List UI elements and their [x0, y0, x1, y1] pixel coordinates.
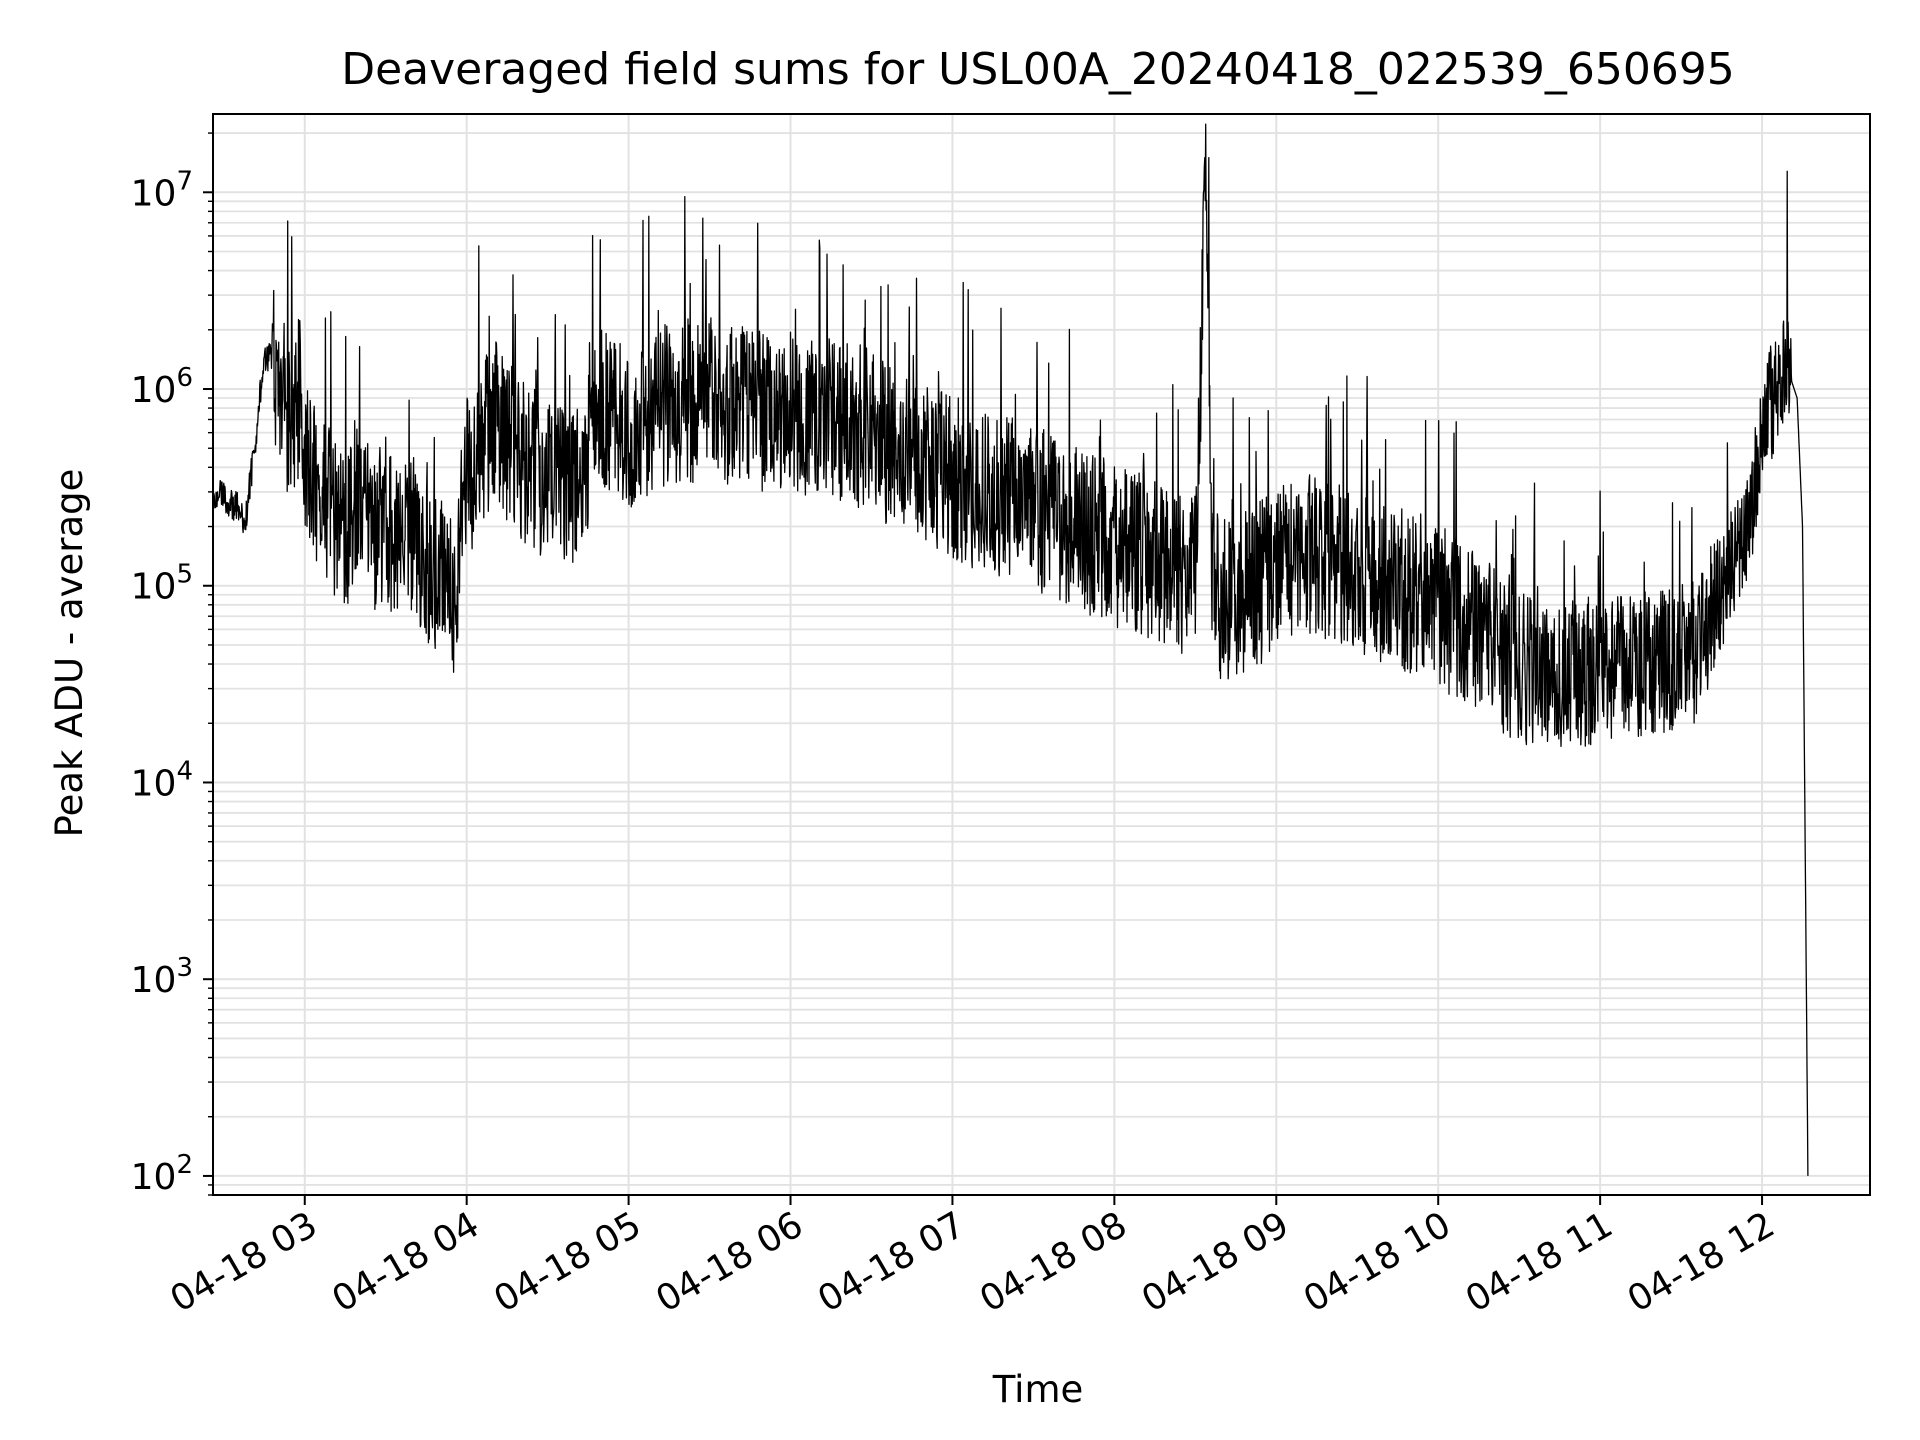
y-tick-label: 103 — [131, 953, 193, 1001]
y-axis: 102 103 104 105 106 107 — [131, 132, 213, 1198]
x-axis: 04-18 03 04-18 04 04-18 05 04-18 06 04-18 07… — [164, 1195, 1782, 1321]
x-tick-label: 04-18 11 — [1459, 1204, 1620, 1320]
y-tick-label: 105 — [131, 560, 193, 608]
y-tick-label: 102 — [131, 1150, 193, 1198]
x-tick-label: 04-18 05 — [487, 1204, 648, 1320]
x-tick-label: 04-18 08 — [973, 1204, 1134, 1320]
y-tick-label: 106 — [131, 363, 193, 411]
x-tick-label: 04-18 09 — [1135, 1204, 1296, 1320]
x-tick-label: 04-18 06 — [649, 1204, 810, 1320]
x-tick-label: 04-18 12 — [1621, 1204, 1782, 1320]
x-tick-label: 04-18 07 — [811, 1204, 972, 1320]
plot-area — [212, 113, 1871, 1196]
x-tick-label: 04-18 04 — [326, 1204, 487, 1320]
y-axis-label: Peak ADU - average — [48, 469, 91, 838]
chart-title: Deaveraged field sums for USL00A_2024041… — [341, 44, 1735, 95]
y-tick-label: 104 — [131, 756, 193, 804]
y-tick-label: 107 — [131, 166, 193, 214]
series-line — [212, 123, 1809, 1176]
x-axis-label: Time — [992, 1368, 1084, 1411]
x-tick-label: 04-18 10 — [1297, 1204, 1458, 1320]
x-tick-label: 04-18 03 — [164, 1204, 325, 1320]
